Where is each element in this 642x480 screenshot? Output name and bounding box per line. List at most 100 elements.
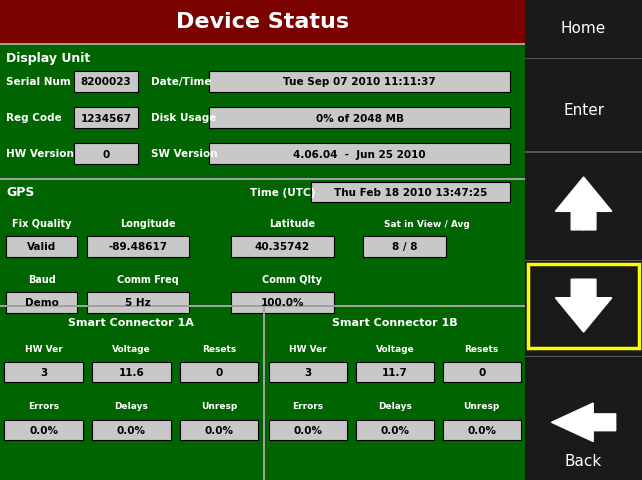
Text: Comm Freq: Comm Freq [117,275,178,284]
Text: 40.35742: 40.35742 [255,242,310,252]
Text: 11.7: 11.7 [382,368,408,377]
Polygon shape [555,279,612,332]
Text: 8200023: 8200023 [80,77,132,87]
Text: Unresp: Unresp [464,402,500,410]
Text: Reg Code: Reg Code [6,113,62,123]
FancyBboxPatch shape [180,420,258,440]
FancyBboxPatch shape [92,362,171,383]
FancyBboxPatch shape [0,44,525,46]
Text: 0.0%: 0.0% [293,425,322,435]
FancyBboxPatch shape [356,362,434,383]
FancyBboxPatch shape [87,292,189,313]
FancyBboxPatch shape [92,420,171,440]
Text: Unresp: Unresp [201,402,237,410]
FancyBboxPatch shape [311,182,510,203]
Text: HW Version: HW Version [6,149,74,159]
Text: Date/Time: Date/Time [151,77,211,87]
FancyBboxPatch shape [4,362,83,383]
Text: Errors: Errors [28,402,59,410]
Text: Valid: Valid [27,242,56,252]
Text: Serial Num: Serial Num [6,77,71,87]
Text: 3: 3 [304,368,311,377]
Text: Device Status: Device Status [176,12,349,32]
Text: Resets: Resets [202,344,236,353]
FancyBboxPatch shape [87,237,189,257]
Text: Enter: Enter [563,103,604,118]
Text: Thu Feb 18 2010 13:47:25: Thu Feb 18 2010 13:47:25 [334,188,487,198]
Text: Tue Sep 07 2010 11:11:37: Tue Sep 07 2010 11:11:37 [283,77,436,87]
Text: HW Ver: HW Ver [25,344,63,353]
FancyBboxPatch shape [443,362,521,383]
Text: 100.0%: 100.0% [261,298,304,308]
Text: 8 / 8: 8 / 8 [392,242,417,252]
Text: 0.0%: 0.0% [380,425,410,435]
FancyBboxPatch shape [263,308,265,480]
Text: Delays: Delays [114,402,148,410]
Text: Latitude: Latitude [269,219,315,228]
Text: 0.0%: 0.0% [467,425,496,435]
FancyBboxPatch shape [209,144,510,165]
FancyBboxPatch shape [0,0,525,480]
FancyBboxPatch shape [525,260,642,262]
Text: GPS: GPS [6,186,35,199]
Text: Disk Usage: Disk Usage [151,113,216,123]
Text: Errors: Errors [292,402,324,410]
Text: 5 Hz: 5 Hz [125,298,151,308]
FancyBboxPatch shape [363,237,446,257]
FancyBboxPatch shape [443,420,521,440]
FancyBboxPatch shape [6,292,77,313]
Text: 0.0%: 0.0% [30,425,58,435]
FancyBboxPatch shape [269,362,347,383]
Text: Longitude: Longitude [120,219,175,228]
FancyBboxPatch shape [231,237,334,257]
FancyBboxPatch shape [528,264,639,348]
FancyBboxPatch shape [525,0,642,480]
FancyBboxPatch shape [74,144,138,165]
Text: -89.48617: -89.48617 [108,242,168,252]
Text: Comm Qlty: Comm Qlty [262,275,322,284]
Text: Delays: Delays [378,402,412,410]
FancyBboxPatch shape [356,420,434,440]
Polygon shape [551,403,616,442]
Text: Display Unit: Display Unit [6,51,91,65]
FancyBboxPatch shape [4,420,83,440]
FancyBboxPatch shape [0,306,525,308]
Text: Demo: Demo [25,298,58,308]
Text: Voltage: Voltage [376,344,414,353]
Text: 0: 0 [478,368,485,377]
Text: 0% of 2048 MB: 0% of 2048 MB [315,113,404,123]
FancyBboxPatch shape [6,237,77,257]
Text: 4.06.04  -  Jun 25 2010: 4.06.04 - Jun 25 2010 [293,149,426,159]
Text: HW Ver: HW Ver [289,344,327,353]
Text: Voltage: Voltage [112,344,151,353]
Text: Resets: Resets [465,344,499,353]
FancyBboxPatch shape [525,356,642,358]
Text: 1234567: 1234567 [80,113,132,123]
Text: Baud: Baud [28,275,56,284]
FancyBboxPatch shape [525,152,642,154]
FancyBboxPatch shape [525,59,642,60]
Text: Sat in View / Avg: Sat in View / Avg [384,219,470,228]
Text: Fix Quality: Fix Quality [12,219,71,228]
Polygon shape [555,178,612,230]
Text: Time (UTC): Time (UTC) [250,188,316,197]
FancyBboxPatch shape [231,292,334,313]
Text: Smart Connector 1A: Smart Connector 1A [68,317,195,327]
Text: 0: 0 [102,149,110,159]
Text: 3: 3 [40,368,48,377]
FancyBboxPatch shape [209,108,510,129]
FancyBboxPatch shape [74,108,138,129]
Text: SW Version: SW Version [151,149,218,159]
FancyBboxPatch shape [180,362,258,383]
Text: Back: Back [565,453,602,468]
Text: 0.0%: 0.0% [204,425,233,435]
FancyBboxPatch shape [209,72,510,93]
FancyBboxPatch shape [0,0,525,44]
Text: Home: Home [561,21,606,36]
Text: 0: 0 [215,368,222,377]
Text: 11.6: 11.6 [118,368,144,377]
Text: Smart Connector 1B: Smart Connector 1B [332,317,458,327]
Text: 0.0%: 0.0% [117,425,146,435]
FancyBboxPatch shape [269,420,347,440]
FancyBboxPatch shape [0,179,525,180]
